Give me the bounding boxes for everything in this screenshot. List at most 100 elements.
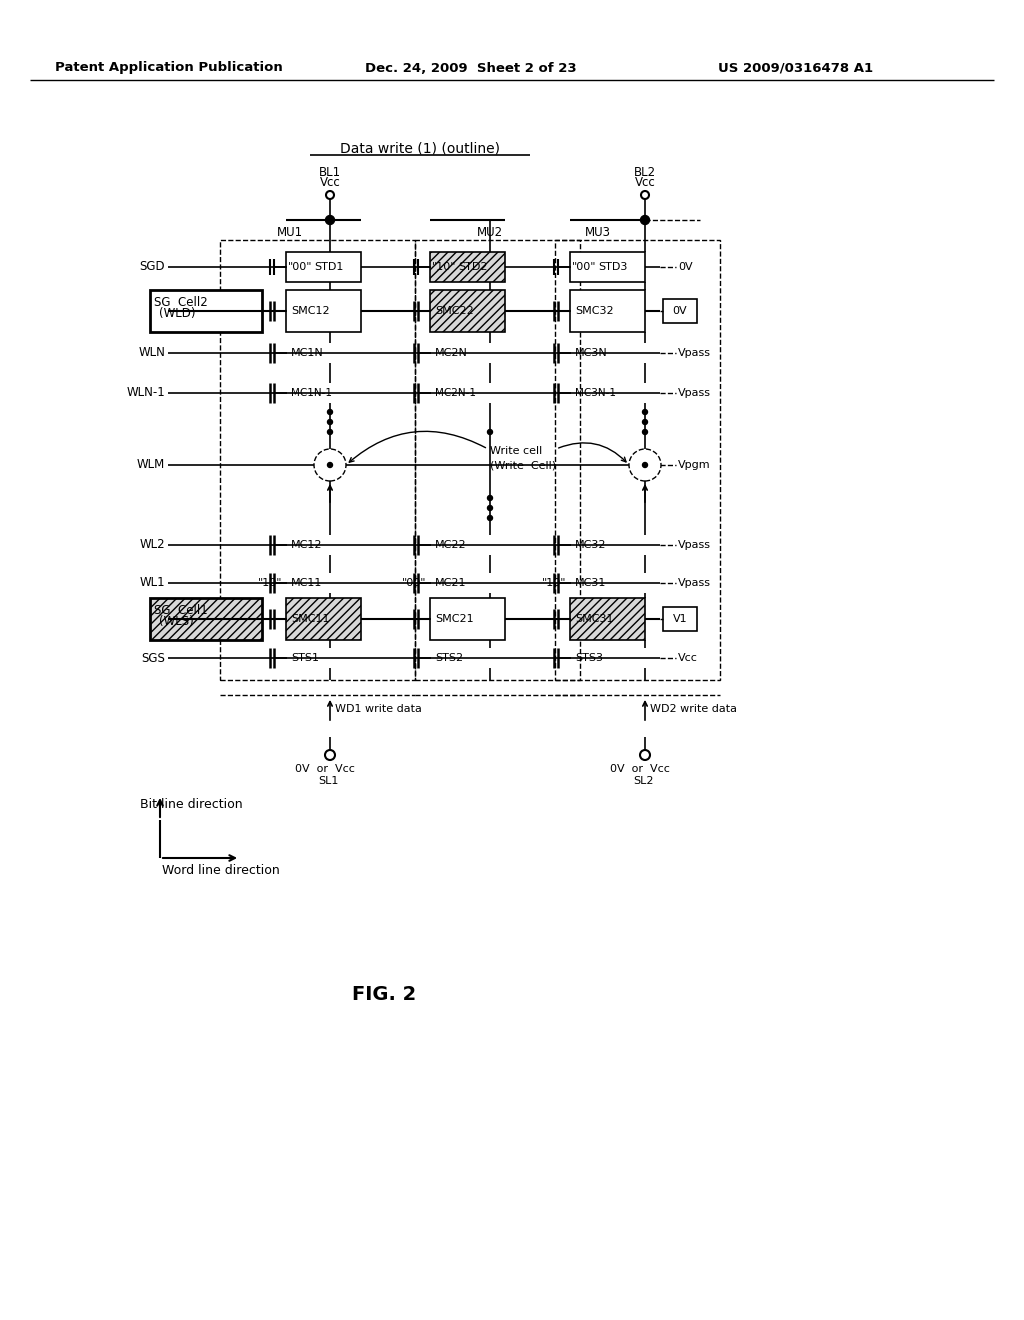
Text: MC32: MC32 (575, 540, 606, 550)
Text: "10": "10" (542, 578, 566, 587)
Text: Word line direction: Word line direction (162, 863, 280, 876)
Bar (570, 598, 645, 640)
Circle shape (629, 449, 662, 480)
Text: WL2: WL2 (139, 539, 165, 552)
Text: MC22: MC22 (435, 540, 467, 550)
Bar (286, 598, 361, 640)
Text: SG  Cell2: SG Cell2 (154, 296, 208, 309)
Text: Vcc: Vcc (678, 653, 698, 663)
Text: "00": "00" (402, 578, 427, 587)
Text: 0V: 0V (673, 306, 687, 315)
Text: SMC31: SMC31 (575, 614, 613, 624)
Circle shape (328, 429, 333, 434)
Circle shape (326, 215, 335, 224)
Text: "00": "00" (288, 261, 312, 272)
Text: STS1: STS1 (291, 653, 319, 663)
Text: MC12: MC12 (291, 540, 323, 550)
Text: WD2 write data: WD2 write data (650, 704, 737, 714)
Bar (570, 290, 645, 333)
Text: SL2: SL2 (633, 776, 653, 785)
Text: SMC11: SMC11 (291, 614, 330, 624)
Bar (430, 290, 505, 333)
Text: WL1: WL1 (139, 577, 165, 590)
Text: (WLS): (WLS) (159, 615, 194, 628)
Bar (286, 290, 361, 333)
Text: BL1: BL1 (318, 165, 341, 178)
Text: Vpass: Vpass (678, 540, 711, 550)
Bar (150, 598, 262, 640)
Text: WLN-1: WLN-1 (126, 387, 165, 400)
Text: SMC21: SMC21 (435, 614, 474, 624)
Circle shape (642, 420, 647, 425)
Text: MU2: MU2 (477, 227, 503, 239)
Bar (430, 252, 505, 282)
Text: SGD: SGD (139, 260, 165, 273)
Bar (663, 607, 697, 631)
Text: WLN: WLN (138, 346, 165, 359)
Text: (Write  Cell): (Write Cell) (490, 459, 556, 470)
Text: Patent Application Publication: Patent Application Publication (55, 62, 283, 74)
Bar (555, 240, 720, 680)
Circle shape (487, 506, 493, 511)
Text: Vpgm: Vpgm (678, 459, 711, 470)
Text: Dec. 24, 2009  Sheet 2 of 23: Dec. 24, 2009 Sheet 2 of 23 (365, 62, 577, 74)
Text: MC21: MC21 (435, 578, 467, 587)
Text: BL2: BL2 (634, 165, 656, 178)
Circle shape (328, 409, 333, 414)
Bar (150, 290, 262, 333)
Text: (WLD): (WLD) (159, 308, 196, 321)
Circle shape (328, 420, 333, 425)
Text: WLM: WLM (137, 458, 165, 471)
Circle shape (642, 462, 647, 467)
Text: SMC22: SMC22 (435, 306, 474, 315)
Text: STD1: STD1 (314, 261, 343, 272)
Bar (430, 598, 505, 640)
Text: SG  Cell1: SG Cell1 (154, 603, 208, 616)
Text: FIG. 2: FIG. 2 (352, 986, 416, 1005)
Text: MC3N: MC3N (575, 348, 608, 358)
Bar (286, 252, 361, 282)
Text: Bit line direction: Bit line direction (140, 799, 243, 812)
Circle shape (642, 409, 647, 414)
Circle shape (487, 495, 493, 500)
Circle shape (326, 191, 334, 199)
Circle shape (641, 191, 649, 199)
Circle shape (640, 215, 649, 224)
Text: MU3: MU3 (585, 227, 611, 239)
Text: MC2N: MC2N (435, 348, 468, 358)
Text: 0V: 0V (678, 261, 692, 272)
Text: Vpass: Vpass (678, 388, 711, 399)
Bar (220, 240, 415, 680)
Circle shape (314, 449, 346, 480)
Text: Write cell: Write cell (490, 446, 543, 455)
Text: "10": "10" (258, 578, 283, 587)
Text: STS2: STS2 (435, 653, 463, 663)
Text: MU1: MU1 (276, 227, 303, 239)
Text: SL1: SL1 (318, 776, 338, 785)
Text: MC31: MC31 (575, 578, 606, 587)
Circle shape (328, 462, 333, 467)
Text: MC1N-1: MC1N-1 (291, 388, 332, 399)
Bar (415, 240, 580, 680)
Circle shape (487, 516, 493, 520)
Bar (663, 300, 697, 323)
Text: SMC32: SMC32 (575, 306, 613, 315)
Text: MC11: MC11 (291, 578, 323, 587)
Text: 0V  or  Vcc: 0V or Vcc (295, 764, 355, 774)
Text: MC3N-1: MC3N-1 (575, 388, 616, 399)
Text: MC1N: MC1N (291, 348, 324, 358)
Circle shape (487, 429, 493, 434)
Text: Vcc: Vcc (319, 177, 340, 190)
Bar (570, 252, 645, 282)
Text: Vpass: Vpass (678, 578, 711, 587)
Text: MC2N-1: MC2N-1 (435, 388, 476, 399)
Text: "10": "10" (432, 261, 457, 272)
Text: Data write (1) (outline): Data write (1) (outline) (340, 141, 500, 154)
Text: V1: V1 (673, 614, 687, 624)
Text: STS3: STS3 (575, 653, 603, 663)
Text: US 2009/0316478 A1: US 2009/0316478 A1 (718, 62, 873, 74)
Text: 0V  or  Vcc: 0V or Vcc (610, 764, 670, 774)
Text: Vpass: Vpass (678, 348, 711, 358)
Circle shape (325, 750, 335, 760)
Text: WD1 write data: WD1 write data (335, 704, 422, 714)
